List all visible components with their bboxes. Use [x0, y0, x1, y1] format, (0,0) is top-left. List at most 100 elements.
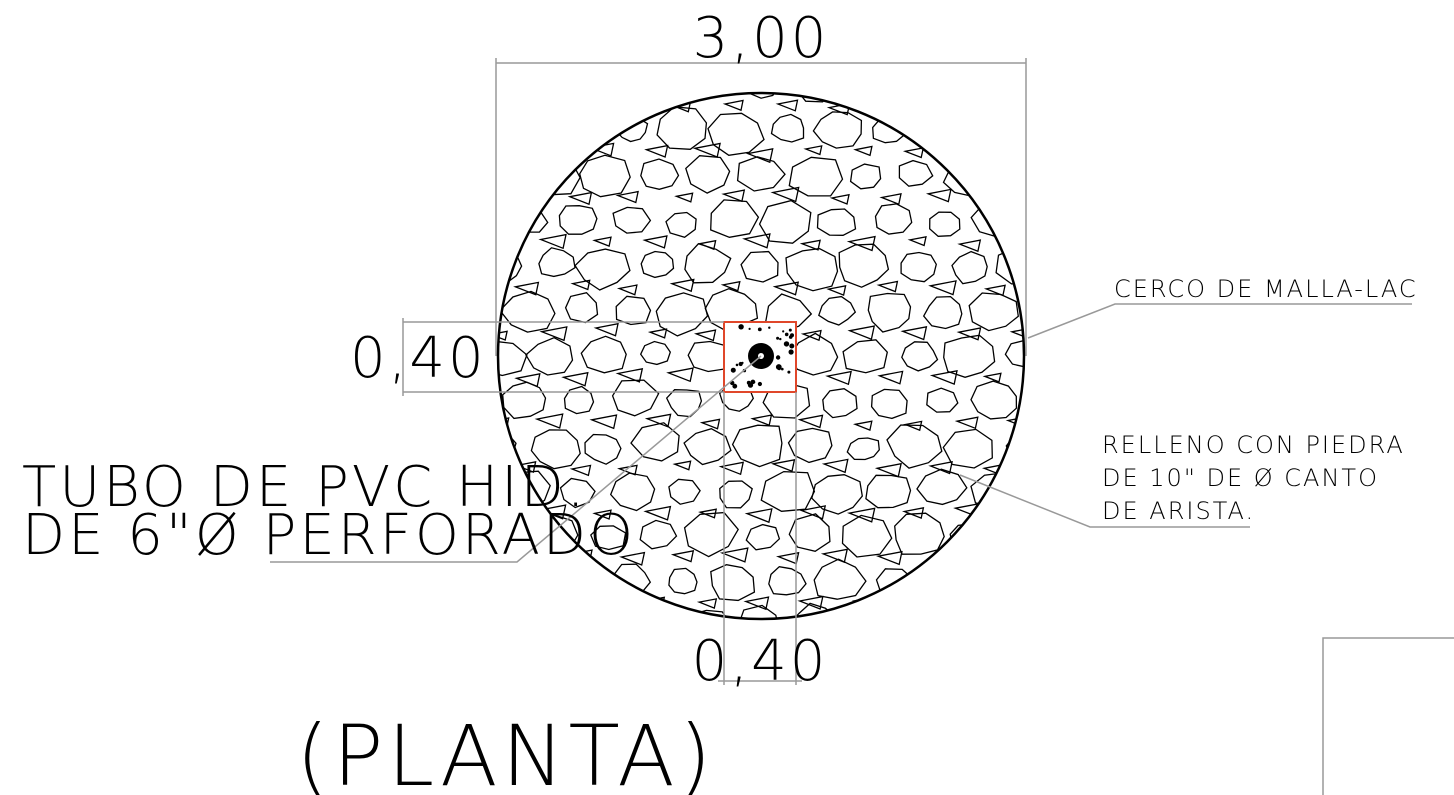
stone	[564, 291, 599, 324]
gravel-speck	[735, 363, 739, 367]
stone	[787, 427, 833, 464]
gravel-speck	[757, 381, 763, 387]
stone	[894, 512, 945, 555]
square-width-dimension: 0,40	[692, 392, 825, 694]
overall-width-label: 3,00	[693, 6, 830, 71]
stone	[584, 433, 622, 465]
fence-label: CERCO DE MALLA-LAC	[1114, 275, 1418, 303]
stone-chip	[1061, 324, 1085, 337]
stone	[785, 247, 839, 292]
stone-chip	[719, 547, 749, 563]
stone-chip	[900, 325, 928, 341]
stone-chip	[644, 413, 672, 428]
stone	[710, 199, 760, 238]
stone-chip	[1009, 506, 1024, 517]
stone-chip	[847, 325, 876, 341]
stone-chip	[903, 596, 933, 613]
gravel-speck	[777, 367, 781, 371]
stone	[1030, 386, 1063, 414]
stone	[919, 559, 972, 605]
stone	[765, 293, 813, 333]
stone-chip	[803, 145, 823, 156]
stone-chip	[538, 233, 567, 250]
gravel-speck	[748, 327, 751, 330]
stone-chip	[619, 551, 646, 566]
gravel-speck	[776, 336, 780, 340]
stone	[841, 514, 893, 558]
stone-chip	[846, 507, 876, 523]
pipe-callout: TUBO DE PVC HID. DE 6"Ø PERFORADO	[22, 355, 762, 568]
stone	[970, 380, 1018, 420]
stone-chip	[797, 414, 824, 429]
stone-chip	[902, 147, 925, 159]
stone-chip	[957, 239, 982, 253]
adjacent-frame	[1322, 637, 1454, 795]
gravel-speck	[738, 324, 744, 330]
stone	[630, 422, 680, 462]
stone-chip	[644, 144, 669, 158]
stone-chip	[956, 327, 982, 341]
stone	[502, 381, 547, 420]
stone	[1004, 339, 1024, 369]
stone-chip	[722, 99, 744, 112]
stone-chip	[692, 142, 721, 158]
stone-chip	[670, 549, 695, 563]
stone	[580, 335, 627, 374]
stone	[691, 93, 727, 98]
stone	[842, 339, 889, 374]
stone	[822, 388, 858, 419]
stone	[683, 427, 732, 466]
stone-chip	[1036, 284, 1054, 294]
stone	[687, 340, 728, 373]
stone	[554, 110, 601, 145]
overall-dimension: 3,00	[495, 6, 1027, 356]
stone-chip	[647, 328, 668, 339]
stone-chip	[775, 551, 800, 565]
stone-chip	[820, 548, 849, 564]
stone	[758, 199, 812, 244]
stone	[683, 511, 739, 558]
stone-chip	[615, 367, 644, 383]
gravel-speck	[783, 341, 790, 347]
stone-chip	[718, 461, 745, 476]
gravel-speck	[732, 383, 738, 389]
fill-label-line3: DE ARISTA.	[1102, 497, 1255, 525]
stone	[639, 519, 678, 550]
stone-chip	[772, 281, 800, 296]
stone-chip	[877, 104, 897, 115]
stone-chip	[1005, 414, 1024, 431]
stone-chip	[699, 418, 721, 430]
stone-chip	[642, 235, 668, 249]
stone	[874, 203, 913, 235]
stone	[949, 523, 981, 549]
gravel-speck	[779, 337, 782, 341]
stone	[898, 159, 934, 187]
stone-chip	[1036, 463, 1060, 476]
stone	[846, 437, 880, 461]
stone-chip	[770, 458, 796, 473]
stone-chip	[879, 192, 902, 206]
stone	[836, 93, 886, 108]
stone	[665, 211, 697, 239]
stone-chip	[669, 278, 695, 293]
stone	[710, 564, 756, 602]
stone	[741, 93, 781, 99]
stone	[563, 385, 595, 415]
stone-chip	[592, 236, 612, 247]
stone-chip	[514, 460, 537, 473]
stone-chip	[821, 458, 849, 474]
stone-chip	[982, 372, 1002, 383]
stone-chip	[826, 284, 847, 296]
stone	[525, 336, 574, 376]
stone-chip	[925, 188, 952, 203]
stone	[745, 523, 781, 551]
stone	[608, 563, 652, 596]
stone	[811, 474, 863, 515]
stone-chip	[1064, 418, 1081, 427]
stone	[813, 558, 867, 600]
gravel-speck	[784, 332, 789, 337]
gravel-speck	[788, 349, 794, 355]
stone	[968, 292, 1019, 332]
square-height-label: 0,40	[350, 326, 487, 391]
stone-chip	[745, 147, 774, 164]
